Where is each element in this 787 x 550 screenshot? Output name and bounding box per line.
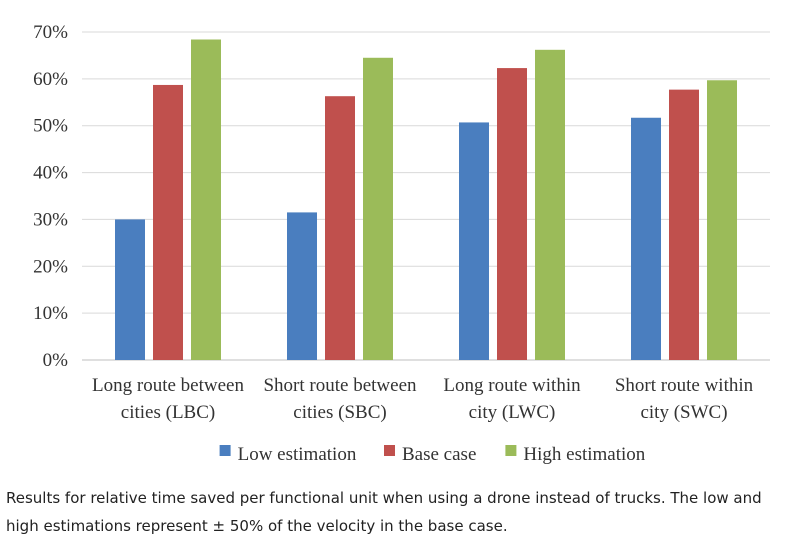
y-tick-label: 20%	[33, 256, 68, 277]
x-category-label: Short route within	[615, 375, 754, 396]
y-tick-label: 10%	[33, 303, 68, 324]
x-category-label: cities (LBC)	[121, 402, 215, 423]
y-tick-label: 0%	[43, 350, 69, 371]
chart-area: 0% 10% 20% 30% 40% 50% 60% 70% Long route betwee…	[33, 22, 770, 465]
y-tick-label: 40%	[33, 163, 68, 184]
legend-swatch	[384, 445, 395, 456]
legend-label: High estimation	[523, 444, 645, 465]
y-tick-label: 30%	[33, 209, 68, 230]
bar-high-estimation	[363, 57, 393, 361]
bar-high-estimation	[707, 80, 737, 361]
bar-low-estimation	[287, 212, 317, 360]
x-category-label: city (SWC)	[640, 402, 727, 423]
chart-svg: 0% 10% 20% 30% 40% 50% 60% 70% Long route betwee…	[33, 22, 770, 465]
bar-base-case	[497, 68, 527, 360]
x-category-label: Long route between	[92, 375, 244, 396]
bar-low-estimation	[115, 219, 145, 360]
legend-swatch	[219, 445, 231, 456]
x-category-label: Long route within	[443, 375, 581, 396]
figure-caption: Results for relative time saved per func…	[6, 489, 762, 535]
legend-label: Low estimation	[238, 444, 357, 465]
bar-base-case	[669, 89, 699, 361]
bar-chart: 0% 10% 20% 30% 40% 50% 60% 70% Long route betwee…	[33, 22, 770, 465]
x-category-label: Short route between	[263, 375, 417, 396]
legend-swatch	[505, 445, 517, 456]
y-tick-label: 70%	[33, 22, 68, 43]
y-tick-label: 60%	[33, 69, 68, 90]
bar-high-estimation	[535, 49, 565, 360]
bar-high-estimation	[191, 39, 221, 361]
bar-low-estimation	[631, 117, 661, 361]
x-category-label: cities (SBC)	[293, 402, 386, 423]
bar-base-case	[325, 96, 355, 361]
y-tick-label: 50%	[33, 116, 68, 137]
x-category-label: city (LWC)	[469, 402, 556, 423]
legend-label: Base case	[402, 444, 476, 465]
bar-low-estimation	[459, 122, 489, 360]
bar-base-case	[153, 84, 183, 360]
